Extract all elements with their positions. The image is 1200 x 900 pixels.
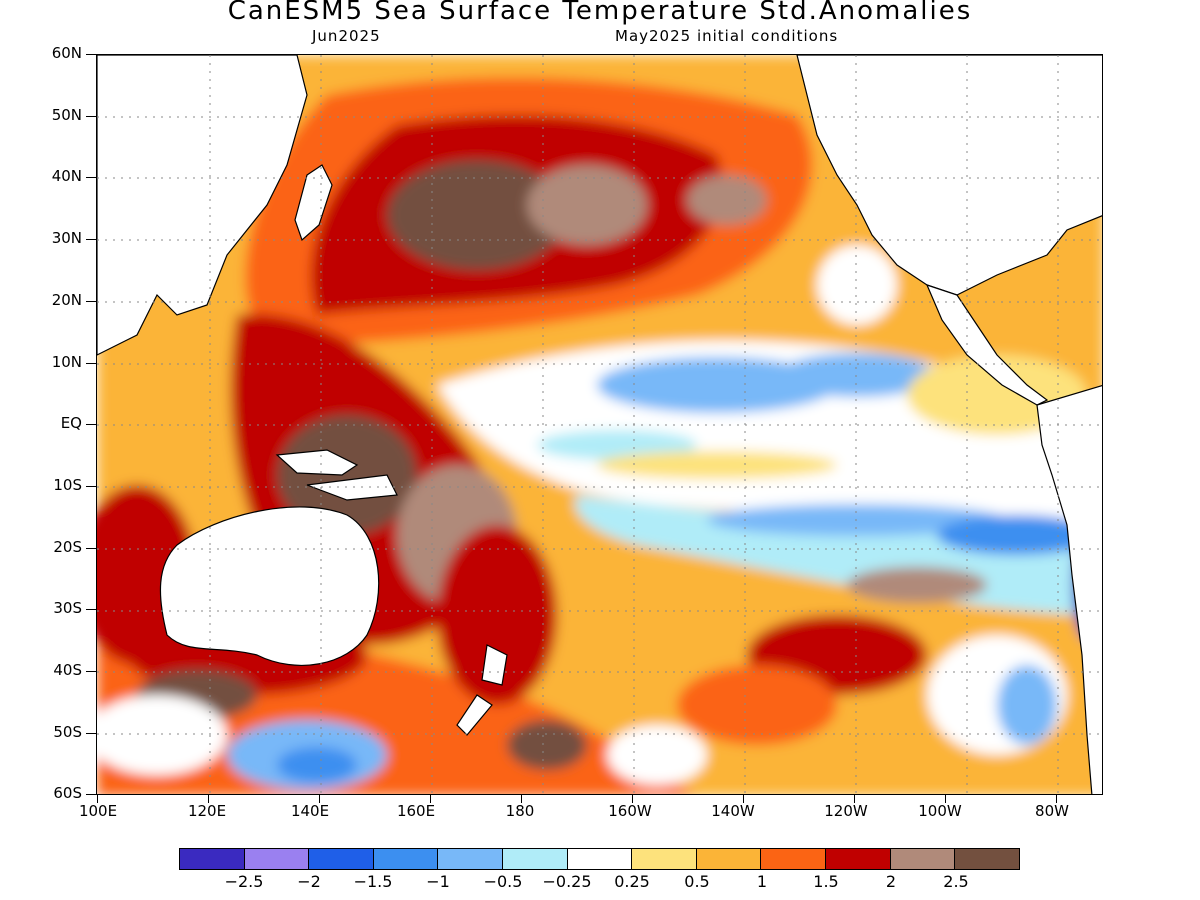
- colorbar-label: 2.5: [943, 872, 969, 891]
- colorbar-swatch: [438, 849, 504, 869]
- colorbar-label: 1.5: [813, 872, 839, 891]
- lat-label-eq: EQ: [60, 414, 82, 432]
- lat-label-40n: 40N: [51, 167, 82, 185]
- lat-tick: [86, 363, 96, 364]
- lat-tick: [86, 54, 96, 55]
- sst-anomaly-map: [96, 54, 1103, 795]
- colorbar-swatch: [696, 849, 762, 869]
- lat-label-20n: 20N: [51, 291, 82, 309]
- colorbar-label: −1: [426, 872, 450, 891]
- lon-label-100w: 100W: [918, 802, 962, 820]
- colorbar-swatch: [890, 849, 956, 869]
- lon-tick: [945, 795, 946, 803]
- graticule: [97, 55, 1102, 794]
- lat-label-50s: 50S: [53, 723, 82, 741]
- colorbar-swatch: [503, 849, 568, 869]
- lon-label-80w: 80W: [1035, 802, 1069, 820]
- lat-label-40s: 40S: [53, 661, 82, 679]
- lon-tick: [430, 795, 431, 803]
- lat-label-60s: 60S: [53, 784, 82, 802]
- color-scale-bar: [179, 848, 1020, 870]
- lat-tick: [86, 548, 96, 549]
- lat-tick: [86, 609, 96, 610]
- lat-tick: [86, 486, 96, 487]
- lat-label-60n: 60N: [51, 44, 82, 62]
- lat-label-30s: 30S: [53, 599, 82, 617]
- colorbar-label: −2: [297, 872, 321, 891]
- lat-label-50n: 50N: [51, 106, 82, 124]
- lon-label-100e: 100E: [78, 802, 118, 820]
- forecast-month: Jun2025: [312, 27, 381, 45]
- lon-tick: [97, 795, 98, 803]
- colorbar-swatch: [244, 849, 310, 869]
- lon-label-160e: 160E: [396, 802, 436, 820]
- lat-tick: [86, 301, 96, 302]
- colorbar-label: 2: [885, 872, 897, 891]
- colorbar-swatch: [567, 849, 633, 869]
- lat-label-30n: 30N: [51, 229, 82, 247]
- lon-tick: [854, 795, 855, 803]
- lat-label-10n: 10N: [51, 353, 82, 371]
- lon-tick: [1056, 795, 1057, 803]
- lon-tick: [319, 795, 320, 803]
- colorbar-label: −0.25: [542, 872, 592, 891]
- colorbar-swatch: [309, 849, 374, 869]
- lon-label-120w: 120W: [824, 802, 868, 820]
- colorbar-swatch: [180, 849, 245, 869]
- lon-tick: [208, 795, 209, 803]
- lat-tick: [86, 116, 96, 117]
- lat-label-10s: 10S: [53, 476, 82, 494]
- lat-tick: [86, 177, 96, 178]
- colorbar-swatch: [632, 849, 697, 869]
- lon-label-180: 180: [505, 802, 535, 820]
- lon-tick: [743, 795, 744, 803]
- lat-tick: [86, 733, 96, 734]
- lat-tick: [86, 239, 96, 240]
- lon-tick: [521, 795, 522, 803]
- initial-conditions: May2025 initial conditions: [615, 27, 839, 45]
- lat-tick: [86, 671, 96, 672]
- lat-tick: [86, 794, 96, 795]
- lon-tick: [632, 795, 633, 803]
- colorbar-swatch: [761, 849, 827, 869]
- colorbar-label: −2.5: [224, 872, 264, 891]
- map-title: CanESM5 Sea Surface Temperature Std.Anom…: [227, 0, 973, 26]
- lat-label-20s: 20S: [53, 538, 82, 556]
- colorbar-label: 0.5: [684, 872, 710, 891]
- colorbar-swatch: [826, 849, 891, 869]
- lat-tick: [86, 424, 96, 425]
- land-masses: [97, 55, 1102, 794]
- colorbar-swatch: [373, 849, 439, 869]
- colorbar-label: −1.5: [353, 872, 393, 891]
- colorbar-label: −0.5: [483, 872, 523, 891]
- lon-label-140w: 140W: [711, 802, 755, 820]
- lon-label-140e: 140E: [290, 802, 330, 820]
- lon-label-160w: 160W: [608, 802, 652, 820]
- colorbar-swatch: [955, 849, 1019, 869]
- map-canvas: [97, 55, 1102, 794]
- colorbar-label: 0.25: [614, 872, 650, 891]
- colorbar-label: 1: [756, 872, 768, 891]
- lon-label-120e: 120E: [187, 802, 227, 820]
